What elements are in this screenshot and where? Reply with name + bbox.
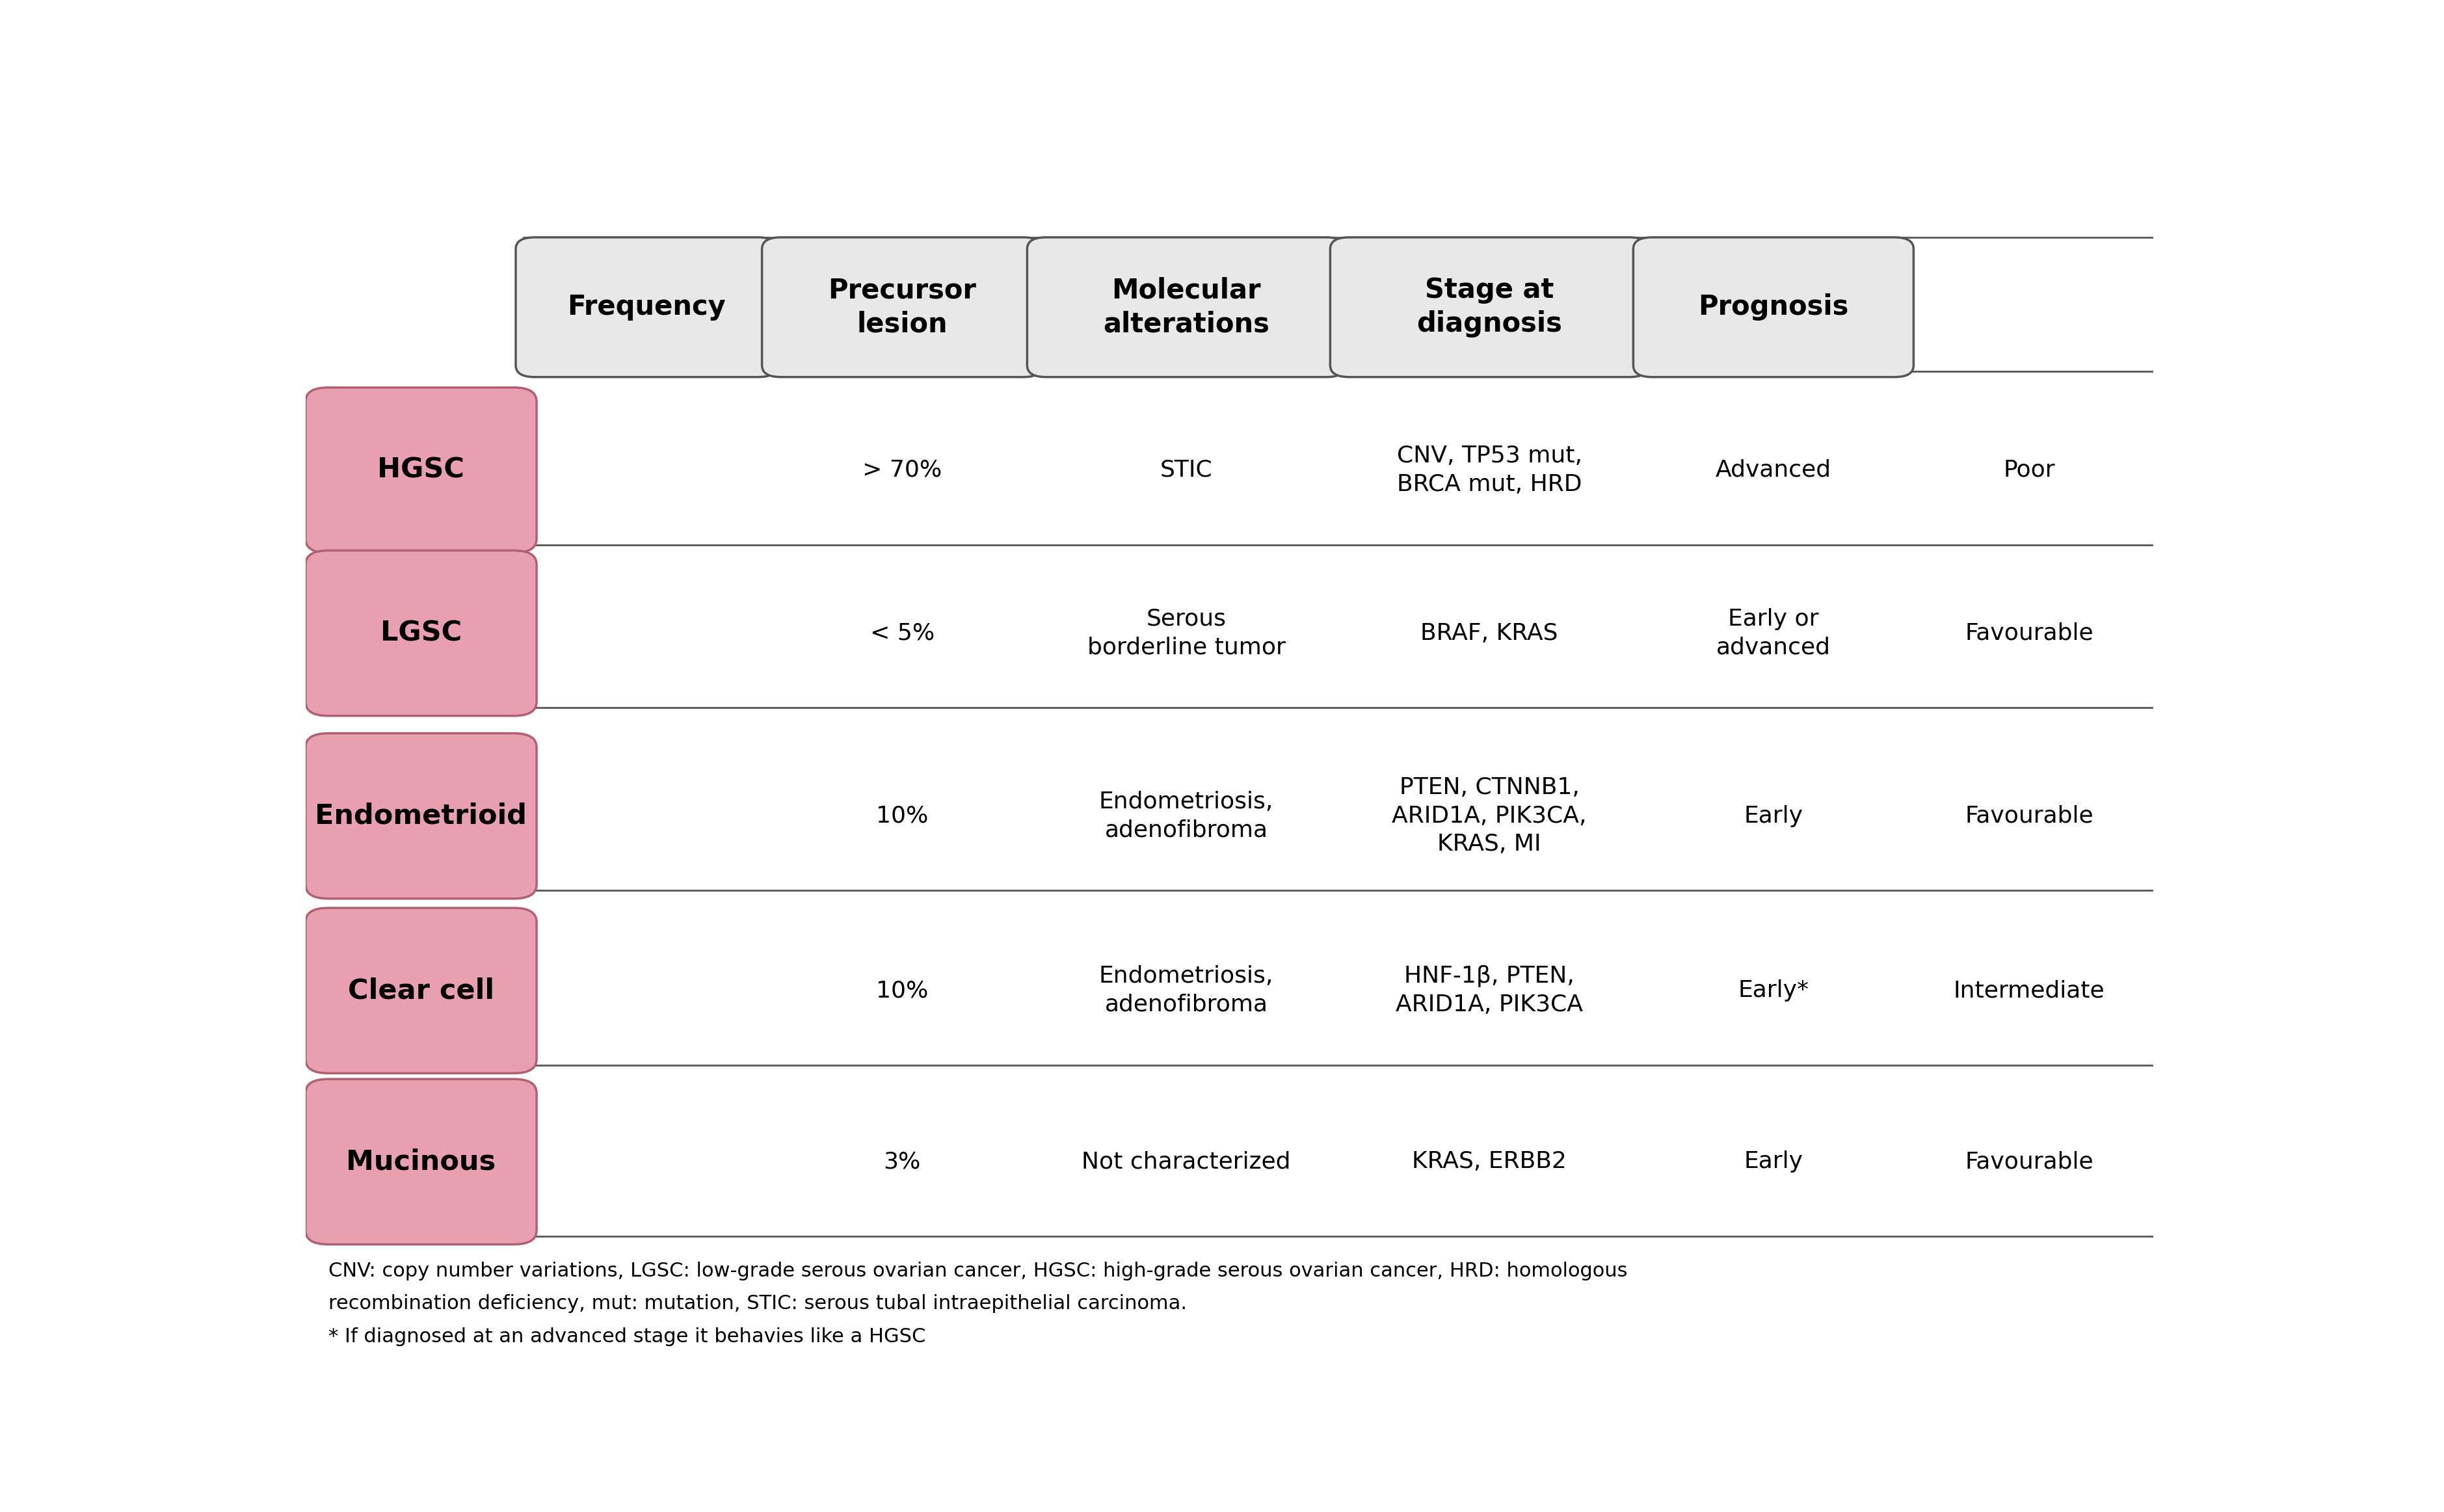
Text: recombination deficiency, mut: mutation, STIC: serous tubal intraepithelial carc: recombination deficiency, mut: mutation,… bbox=[327, 1294, 1188, 1314]
Text: Molecular
alterations: Molecular alterations bbox=[1102, 277, 1268, 337]
Text: KRAS, ERBB2: KRAS, ERBB2 bbox=[1413, 1151, 1567, 1173]
FancyBboxPatch shape bbox=[763, 237, 1041, 376]
Text: PTEN, CTNNB1,
ARID1A, PIK3CA,
KRAS, MI: PTEN, CTNNB1, ARID1A, PIK3CA, KRAS, MI bbox=[1393, 777, 1586, 856]
Text: Favourable: Favourable bbox=[1965, 804, 2095, 827]
Text: Intermediate: Intermediate bbox=[1953, 980, 2104, 1001]
Text: CNV: copy number variations, LGSC: low-grade serous ovarian cancer, HGSC: high-g: CNV: copy number variations, LGSC: low-g… bbox=[327, 1263, 1628, 1281]
Text: 10%: 10% bbox=[875, 980, 929, 1001]
Text: Endometrioid: Endometrioid bbox=[315, 803, 528, 830]
Text: CNV, TP53 mut,
BRCA mut, HRD: CNV, TP53 mut, BRCA mut, HRD bbox=[1396, 445, 1581, 496]
Text: Stage at
diagnosis: Stage at diagnosis bbox=[1418, 277, 1562, 337]
FancyBboxPatch shape bbox=[306, 907, 538, 1074]
Text: LGSC: LGSC bbox=[381, 620, 462, 647]
Text: Precursor
lesion: Precursor lesion bbox=[829, 277, 975, 337]
Text: Early: Early bbox=[1745, 1151, 1804, 1173]
FancyBboxPatch shape bbox=[1026, 237, 1344, 376]
FancyBboxPatch shape bbox=[1330, 237, 1647, 376]
Text: BRAF, KRAS: BRAF, KRAS bbox=[1420, 621, 1559, 644]
FancyBboxPatch shape bbox=[1633, 237, 1914, 376]
FancyBboxPatch shape bbox=[516, 237, 777, 376]
Text: 10%: 10% bbox=[875, 804, 929, 827]
Text: HGSC: HGSC bbox=[376, 457, 464, 484]
Text: Favourable: Favourable bbox=[1965, 621, 2095, 644]
Text: Early*: Early* bbox=[1738, 980, 1809, 1001]
Text: Early or
advanced: Early or advanced bbox=[1716, 608, 1831, 658]
Text: Mucinous: Mucinous bbox=[347, 1148, 496, 1175]
Text: Endometriosis,
adenofibroma: Endometriosis, adenofibroma bbox=[1100, 965, 1273, 1016]
Text: Not characterized: Not characterized bbox=[1083, 1151, 1290, 1173]
Text: > 70%: > 70% bbox=[863, 460, 941, 481]
Text: Endometriosis,
adenofibroma: Endometriosis, adenofibroma bbox=[1100, 791, 1273, 841]
Text: Prognosis: Prognosis bbox=[1699, 293, 1848, 321]
Text: Frequency: Frequency bbox=[567, 293, 726, 321]
Text: Poor: Poor bbox=[2004, 460, 2055, 481]
Text: Early: Early bbox=[1745, 804, 1804, 827]
Text: Advanced: Advanced bbox=[1716, 460, 1831, 481]
FancyBboxPatch shape bbox=[306, 387, 538, 553]
Text: < 5%: < 5% bbox=[870, 621, 934, 644]
Text: Clear cell: Clear cell bbox=[347, 977, 494, 1004]
FancyBboxPatch shape bbox=[306, 1080, 538, 1244]
FancyBboxPatch shape bbox=[306, 733, 538, 898]
Text: Serous
borderline tumor: Serous borderline tumor bbox=[1088, 608, 1286, 658]
Text: HNF-1β, PTEN,
ARID1A, PIK3CA: HNF-1β, PTEN, ARID1A, PIK3CA bbox=[1396, 965, 1584, 1016]
Text: STIC: STIC bbox=[1161, 460, 1212, 481]
Text: * If diagnosed at an advanced stage it behavies like a HGSC: * If diagnosed at an advanced stage it b… bbox=[327, 1328, 926, 1346]
FancyBboxPatch shape bbox=[306, 550, 538, 715]
Text: Favourable: Favourable bbox=[1965, 1151, 2095, 1173]
Text: 3%: 3% bbox=[882, 1151, 921, 1173]
